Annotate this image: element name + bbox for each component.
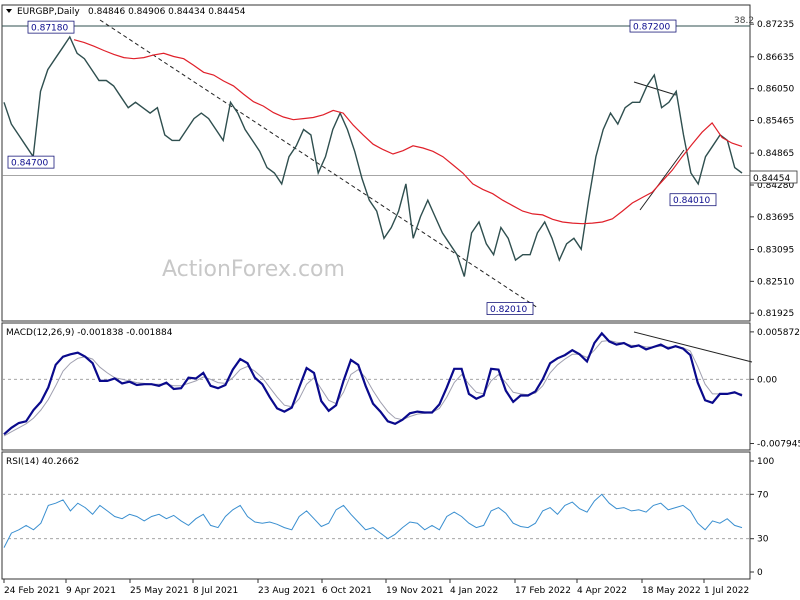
macd-tick-label: 0.005872 — [757, 328, 800, 338]
macd-title: MACD(12,26,9) -0.001838 -0.001884 — [6, 328, 173, 338]
rsi-tick-label: 30 — [757, 535, 769, 545]
downtrend-line — [99, 19, 539, 309]
price-annotation-box — [27, 20, 75, 34]
x-tick-label: 1 Jul 2022 — [704, 586, 749, 596]
macd-tick-label: -0.007945 — [757, 440, 800, 450]
last-price-label: 0.84454 — [753, 174, 790, 184]
price-annotations: 0.87180 0.84700 0.87200 0.84010 0.82010 — [7, 19, 717, 315]
macd-trend-line — [633, 331, 753, 363]
x-tick-label: 9 Apr 2021 — [66, 586, 116, 596]
price-annotation-label: 0.87200 — [633, 23, 670, 33]
fib-label: 38.2 — [734, 16, 754, 26]
rsi-levels — [2, 493, 750, 540]
macd-signal-series — [3, 339, 743, 437]
price-axis-ticks: 0.87235 0.86635 0.86050 0.85465 0.84865 0.842… — [750, 20, 794, 319]
price-annotation-box — [7, 155, 55, 169]
x-tick-label: 4 Jan 2022 — [450, 586, 498, 596]
price-tick-label: 0.84280 — [757, 181, 794, 191]
x-tick-label: 8 Jul 2021 — [193, 586, 238, 596]
price-series — [3, 35, 743, 277]
price-tick-label: 0.86050 — [757, 85, 794, 95]
rsi-axis-ticks: 100 70 30 0 — [750, 457, 774, 578]
price-tick-label: 0.85465 — [757, 116, 794, 126]
x-tick-label: 6 Oct 2021 — [322, 586, 372, 596]
x-tick-label: 4 Apr 2022 — [577, 586, 627, 596]
price-annotation-box — [629, 19, 677, 33]
price-tick-label: 0.87235 — [757, 20, 794, 30]
price-tick-label: 0.82510 — [757, 277, 794, 287]
rsi-series — [3, 493, 743, 548]
price-annotation-box — [486, 302, 534, 315]
x-tick-label: 17 Feb 2022 — [515, 586, 571, 596]
rsi-tick-label: 100 — [757, 457, 774, 467]
macd-tick-label: 0.00 — [757, 375, 777, 385]
last-price-badge — [749, 170, 798, 184]
price-tick-label: 0.84865 — [757, 149, 794, 159]
price-annotation-label: 0.82010 — [490, 305, 527, 315]
watermark: ActionForex.com — [162, 257, 345, 282]
rsi-title: RSI(14) 40.2662 — [6, 457, 79, 467]
macd-axis-ticks: 0.005872 0.00 -0.007945 — [750, 328, 800, 450]
price-panel-frame — [1, 4, 751, 322]
price-header-ohlc: 0.84846 0.84906 0.84434 0.84454 — [88, 7, 246, 17]
x-tick-label: 23 Aug 2021 — [258, 586, 316, 596]
x-tick-label: 24 Feb 2021 — [4, 586, 60, 596]
macd-panel-frame — [1, 322, 751, 451]
x-tick-label: 18 May 2022 — [642, 586, 701, 596]
x-tick-label: 19 Nov 2021 — [386, 586, 444, 596]
price-annotation-label: 0.84700 — [11, 159, 48, 169]
rsi-tick-label: 0 — [757, 568, 763, 578]
price-annotation-label: 0.84010 — [673, 196, 710, 206]
collapse-triangle-icon[interactable] — [6, 9, 12, 13]
price-tick-label: 0.83095 — [757, 246, 794, 256]
price-tick-label: 0.83695 — [757, 213, 794, 223]
x-axis-ticks: 24 Feb 2021 9 Apr 2021 25 May 2021 8 Jul 20… — [3, 579, 749, 596]
price-annotation-box — [669, 193, 717, 207]
rsi-tick-label: 70 — [757, 490, 769, 500]
price-header-symbol: EURGBP,Daily — [17, 7, 80, 17]
macd-series — [3, 331, 743, 436]
x-tick-label: 25 May 2021 — [130, 586, 189, 596]
moving-average-series — [73, 39, 743, 225]
price-tick-label: 0.81925 — [757, 309, 794, 319]
price-tick-label: 0.86635 — [757, 53, 794, 63]
price-annotation-label: 0.87180 — [31, 24, 68, 34]
channel-line-top — [633, 81, 677, 96]
channel-line-bottom — [639, 149, 685, 211]
